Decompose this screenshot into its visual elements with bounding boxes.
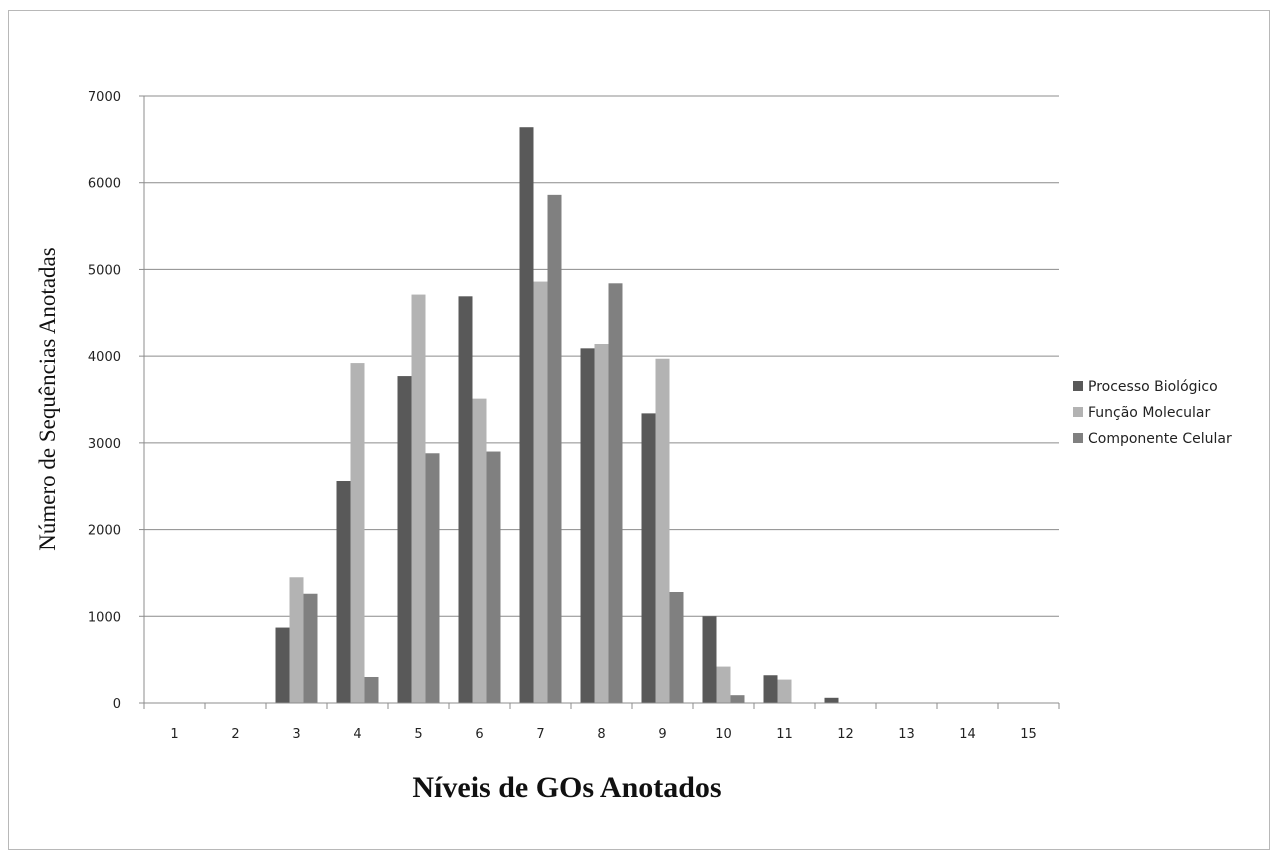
bar-2-8 xyxy=(594,344,609,703)
x-tick-labels: 1 2 3 4 5 6 7 8 9 10 11 12 13 14 15 xyxy=(170,727,1036,742)
bar-2-5 xyxy=(411,294,426,703)
x-tick-label-7: 7 xyxy=(536,727,544,742)
bar-2-7 xyxy=(533,281,548,703)
x-tick-label-9: 9 xyxy=(658,727,666,742)
x-tick-label-5: 5 xyxy=(414,727,422,742)
bar-2-4 xyxy=(350,363,365,703)
x-tick-label-8: 8 xyxy=(597,727,605,742)
bar-1-4 xyxy=(336,481,351,703)
y-tick-label-2000: 2000 xyxy=(88,524,121,539)
bars xyxy=(275,127,839,703)
bar-3-9 xyxy=(669,592,684,703)
bar-3-6 xyxy=(486,451,501,703)
bar-2-9 xyxy=(655,358,670,703)
legend-label-1: Processo Biológico xyxy=(1088,379,1218,395)
y-tick-label-7000: 7000 xyxy=(88,90,121,105)
x-tick-label-12: 12 xyxy=(837,727,854,742)
bar-2-6 xyxy=(472,398,487,703)
legend-swatch-1 xyxy=(1073,381,1083,391)
x-tick-label-14: 14 xyxy=(959,727,976,742)
legend: Processo Biológico Função Molecular Compon… xyxy=(1073,379,1232,447)
x-tick-label-6: 6 xyxy=(475,727,483,742)
axes xyxy=(139,95,1060,709)
legend-label-2: Função Molecular xyxy=(1088,405,1211,421)
bar-1-11 xyxy=(763,675,778,703)
bar-1-9 xyxy=(641,413,656,703)
bar-3-10 xyxy=(730,695,745,703)
bar-2-10 xyxy=(716,666,731,703)
bar-1-5 xyxy=(397,376,412,703)
bar-1-8 xyxy=(580,348,595,703)
x-tick-label-13: 13 xyxy=(898,727,915,742)
bar-2-3 xyxy=(289,577,304,703)
chart-frame xyxy=(8,10,1270,850)
legend-label-3: Componente Celular xyxy=(1088,431,1232,447)
y-axis-title: Número de Sequências Anotadas xyxy=(35,247,60,550)
x-tick-label-10: 10 xyxy=(715,727,732,742)
x-axis-title: Níveis de GOs Anotados xyxy=(412,771,721,804)
y-tick-labels: 0 1000 2000 3000 4000 5000 6000 7000 xyxy=(88,90,121,712)
bar-3-3 xyxy=(303,593,318,703)
y-tick-label-5000: 5000 xyxy=(88,263,121,278)
y-tick-label-6000: 6000 xyxy=(88,177,121,192)
bar-3-8 xyxy=(608,283,623,703)
bar-2-11 xyxy=(777,679,792,703)
bar-1-10 xyxy=(702,616,717,703)
bar-3-7 xyxy=(547,194,562,703)
bar-3-5 xyxy=(425,453,440,703)
y-tick-label-0: 0 xyxy=(113,697,121,712)
x-tick-label-2: 2 xyxy=(231,727,239,742)
x-tick-label-3: 3 xyxy=(292,727,300,742)
bar-1-6 xyxy=(458,296,473,703)
x-tick-label-1: 1 xyxy=(170,727,178,742)
x-tick-label-11: 11 xyxy=(776,727,793,742)
y-tick-label-3000: 3000 xyxy=(88,437,121,452)
y-tick-label-1000: 1000 xyxy=(88,610,121,625)
y-tick-label-4000: 4000 xyxy=(88,350,121,365)
x-tick-label-4: 4 xyxy=(353,727,361,742)
legend-swatch-2 xyxy=(1073,407,1083,417)
bar-3-4 xyxy=(364,676,379,703)
bar-1-12 xyxy=(824,697,839,703)
x-tick-label-15: 15 xyxy=(1020,727,1037,742)
bar-1-3 xyxy=(275,627,290,703)
bar-1-7 xyxy=(519,127,534,703)
legend-swatch-3 xyxy=(1073,433,1083,443)
